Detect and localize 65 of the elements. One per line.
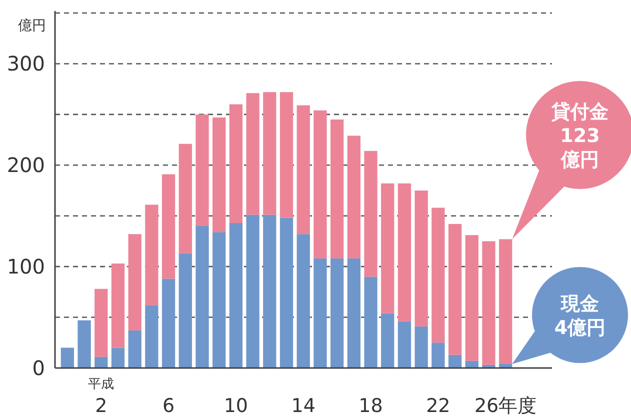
bar: [330, 120, 344, 258]
bar: [280, 218, 294, 368]
bar: [432, 208, 445, 343]
bar: [196, 226, 209, 368]
bar: [432, 342, 445, 368]
bar: [229, 222, 243, 368]
bar: [414, 326, 428, 368]
bar: [398, 183, 412, 322]
x-tick-label: 26年度: [474, 395, 537, 417]
bar: [330, 258, 344, 368]
bar: [263, 92, 276, 215]
bar: [364, 150, 378, 277]
bar: [414, 190, 428, 326]
x-tick-label: 14: [291, 395, 316, 417]
bar: [381, 313, 394, 368]
y-tick-label: 200: [6, 153, 45, 178]
bar: [448, 354, 462, 368]
x-tick-label: 22: [426, 395, 450, 417]
bar: [212, 117, 226, 232]
bar: [212, 232, 226, 368]
bar: [178, 144, 192, 254]
x-tick-label: 10: [224, 395, 248, 417]
text: 貸付金 123 億円: [550, 101, 608, 171]
bar: [499, 239, 512, 364]
bar: [145, 204, 158, 306]
bar: [128, 234, 142, 330]
bar: [482, 241, 496, 365]
y-axis-title: 億円: [18, 18, 46, 34]
bar: [448, 224, 462, 355]
x-tick-label: 2: [95, 395, 108, 417]
x-tick-label: 6: [162, 395, 175, 417]
bar: [296, 105, 310, 234]
bar: [465, 360, 478, 368]
bar: [398, 321, 412, 368]
bar: [162, 174, 176, 279]
bar: [111, 264, 125, 348]
bar: [94, 288, 108, 357]
bar: [246, 93, 260, 215]
bar: [78, 320, 91, 368]
bar: [246, 214, 260, 368]
bar: [60, 348, 74, 368]
bar: [465, 235, 478, 361]
text: 現金 4億円: [554, 293, 606, 339]
bar: [347, 136, 360, 258]
bar: [263, 214, 276, 368]
y-tick-label: 300: [6, 52, 45, 76]
bar: [111, 348, 125, 368]
bar: [280, 92, 294, 218]
bar: [178, 253, 192, 368]
bar: [381, 183, 394, 314]
bar: [296, 234, 310, 368]
bar: [196, 114, 209, 226]
bar: [314, 258, 327, 368]
bar: [364, 276, 378, 368]
bar: [162, 278, 176, 368]
bar: [94, 356, 108, 368]
bar: [128, 330, 142, 368]
y-tick-label: 100: [6, 254, 45, 279]
x-tick-label: 18: [358, 395, 383, 417]
y-tick-label: 0: [32, 356, 45, 380]
text: 平成: [88, 377, 114, 392]
bar: [145, 305, 158, 368]
bar: [314, 110, 327, 258]
bar: [347, 258, 360, 368]
bar: [229, 104, 243, 223]
